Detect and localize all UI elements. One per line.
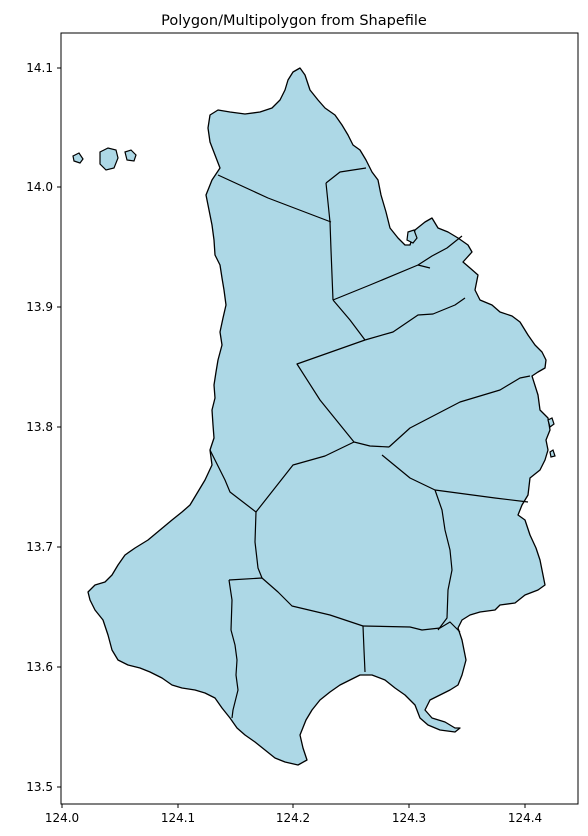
y-tick-label: 13.6: [26, 660, 53, 674]
municipal-boundaries: [209, 167, 531, 719]
islet-center-polygon: [124, 149, 137, 162]
y-axis: [57, 67, 61, 788]
islet-northeast-polygon: [406, 229, 418, 244]
x-tick-label: 124.1: [161, 811, 195, 825]
map-title: Polygon/Multipolygon from Shapefile: [161, 13, 427, 29]
islet-east-polygon: [547, 417, 555, 429]
y-tick-label: 14.0: [26, 180, 53, 194]
y-tick-label: 13.8: [26, 420, 53, 434]
islet-west-polygon: [99, 147, 119, 171]
y-tick-label: 14.1: [26, 61, 53, 75]
islet-west-small-polygon: [72, 152, 84, 164]
x-tick-label: 124.0: [45, 811, 79, 825]
x-tick-label: 124.3: [392, 811, 426, 825]
x-axis: [61, 804, 526, 808]
islet-east-small-polygon: [549, 449, 556, 458]
y-tick-label: 13.9: [26, 300, 53, 314]
plot-frame: [60, 32, 579, 805]
y-tick-label: 13.5: [26, 780, 53, 794]
x-tick-label: 124.4: [508, 811, 542, 825]
main-island-polygon: [87, 67, 551, 766]
x-tick-label: 124.2: [276, 811, 310, 825]
y-tick-label: 13.7: [26, 540, 53, 554]
